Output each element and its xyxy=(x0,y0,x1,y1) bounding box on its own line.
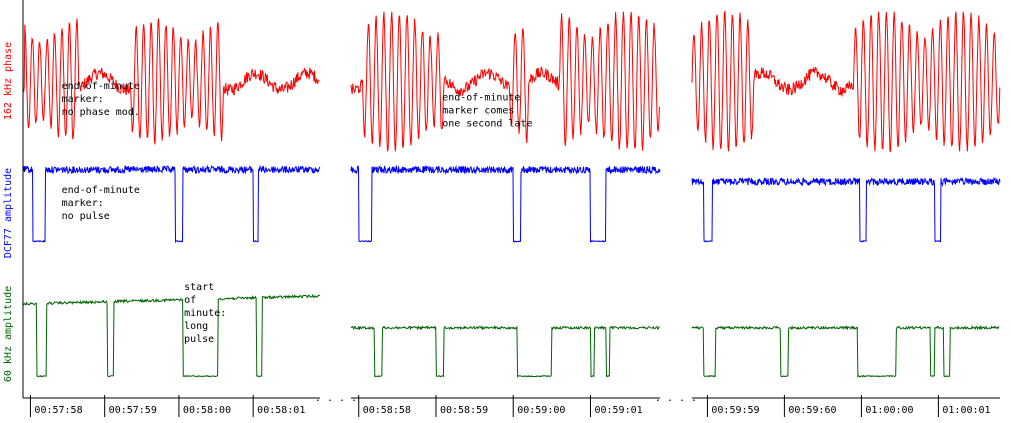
x-tick-label: 00:58:58 xyxy=(363,405,411,416)
axis-gap-marker: . . . . xyxy=(655,393,697,404)
annotation-line: start xyxy=(184,282,214,293)
wwvb-trace-segment-2 xyxy=(350,325,660,379)
row-label-dcf77: DCF77 amplitude xyxy=(3,168,14,258)
annotation-4: start of minute: long pulse xyxy=(184,282,226,345)
x-tick-label: 00:57:59 xyxy=(109,405,157,416)
x-tick-label: 00:57:58 xyxy=(34,405,82,416)
x-tick-label: 00:58:00 xyxy=(183,405,231,416)
phase-trace-segment-2 xyxy=(350,11,660,152)
traces xyxy=(22,9,1001,379)
annotation-line: marker: xyxy=(62,94,104,105)
wwvb-trace-segment-3 xyxy=(691,324,1000,378)
annotation-line: end-of-minute xyxy=(442,93,520,104)
dcf77-trace-segment-2 xyxy=(350,164,661,243)
annotation-line: one second late xyxy=(442,119,532,130)
x-axis: 00:57:58 00:57:59 00:58:00 00:58:01 00:58:58… xyxy=(22,0,1000,417)
row-labels: 162 kHz phase DCF77 amplitude 60 kHz ampli… xyxy=(3,42,14,382)
annotation-line: no phase mod. xyxy=(62,107,140,118)
annotation-2: end-of-minute marker comes one second late xyxy=(442,93,532,130)
phase-trace-segment-3 xyxy=(691,9,1001,152)
annotation-line: end-of-minute xyxy=(62,185,140,196)
wwvb-trace-segment-1 xyxy=(22,293,320,378)
annotation-line: marker: xyxy=(62,198,104,209)
annotation-line: minute: xyxy=(184,308,226,319)
phase-trace-segment-1 xyxy=(22,18,320,145)
dcf77-trace-segment-1 xyxy=(22,164,321,244)
annotation-1: end-of-minute marker: no phase mod. xyxy=(62,81,140,118)
x-tick-label: 01:00:00 xyxy=(865,405,913,416)
axis-gap-marker: . . . . xyxy=(315,393,357,404)
annotation-line: long xyxy=(184,321,208,332)
x-tick-label: 00:58:01 xyxy=(257,405,305,416)
annotation-line: no pulse xyxy=(62,211,110,222)
annotation-line: of xyxy=(184,295,196,306)
x-tick-label: 00:59:00 xyxy=(517,405,565,416)
x-tick-label: 00:59:60 xyxy=(788,405,836,416)
annotation-3: end-of-minute marker: no pulse xyxy=(62,185,140,222)
x-tick-label: 01:00:01 xyxy=(942,405,990,416)
annotation-line: pulse xyxy=(184,334,214,345)
row-label-phase: 162 kHz phase xyxy=(3,42,14,120)
x-tick-label: 00:59:59 xyxy=(711,405,759,416)
annotation-line: marker comes xyxy=(442,106,514,117)
annotation-line: end-of-minute xyxy=(62,81,140,92)
row-label-wwvb: 60 kHz amplitude xyxy=(3,286,14,382)
x-tick-label: 00:59:01 xyxy=(594,405,642,416)
dcf77-trace-segment-3 xyxy=(691,176,1001,243)
x-tick-label: 00:58:59 xyxy=(440,405,488,416)
